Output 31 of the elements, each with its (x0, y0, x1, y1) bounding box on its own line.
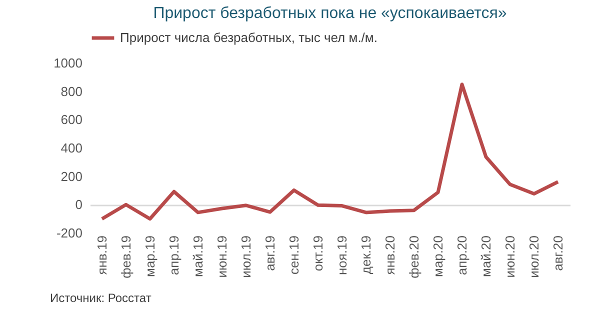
x-tick-label: фев.19 (118, 236, 134, 278)
x-tick-label: янв.20 (382, 236, 398, 275)
legend-label: Прирост числа безработных, тыс чел м./м. (120, 30, 378, 45)
y-tick-label: -200 (56, 226, 82, 240)
x-tick-label: май.20 (478, 236, 494, 278)
x-tick-label: июн.20 (502, 236, 518, 278)
x-tick-label: авг.19 (262, 236, 278, 271)
x-tick-label: дек.19 (358, 236, 374, 274)
chart-title: Прирост безработных пока не «успокаивается» (153, 5, 507, 22)
y-tick-label: 400 (60, 140, 82, 156)
x-tick-label: окт.19 (310, 236, 326, 272)
line-series (100, 82, 560, 221)
x-tick-label: мар.19 (142, 236, 158, 277)
x-tick-label: сен.19 (286, 236, 302, 274)
x-tick-label: июн.19 (214, 236, 230, 278)
y-tick-label: 0 (75, 197, 82, 212)
x-tick-label: май.19 (190, 236, 206, 278)
x-tick-label: янв.19 (94, 236, 110, 275)
x-tick-label: июл.19 (238, 236, 254, 278)
x-tick-label: авг.20 (550, 236, 566, 271)
x-tick-label: мар.20 (430, 236, 446, 277)
x-tick-label: апр.19 (166, 236, 182, 276)
y-tick-label: 600 (60, 112, 82, 128)
x-tick-label: июл.20 (526, 236, 542, 278)
x-tick-label: фев.20 (406, 236, 422, 278)
y-tick-label: 200 (60, 168, 82, 184)
text: Источник: Росстат (50, 291, 152, 305)
y-tick-label: 800 (60, 84, 82, 99)
y-tick-label: 1000 (54, 56, 82, 70)
x-tick-label: апр.20 (454, 236, 470, 276)
x-tick-label: ноя.19 (334, 236, 350, 276)
